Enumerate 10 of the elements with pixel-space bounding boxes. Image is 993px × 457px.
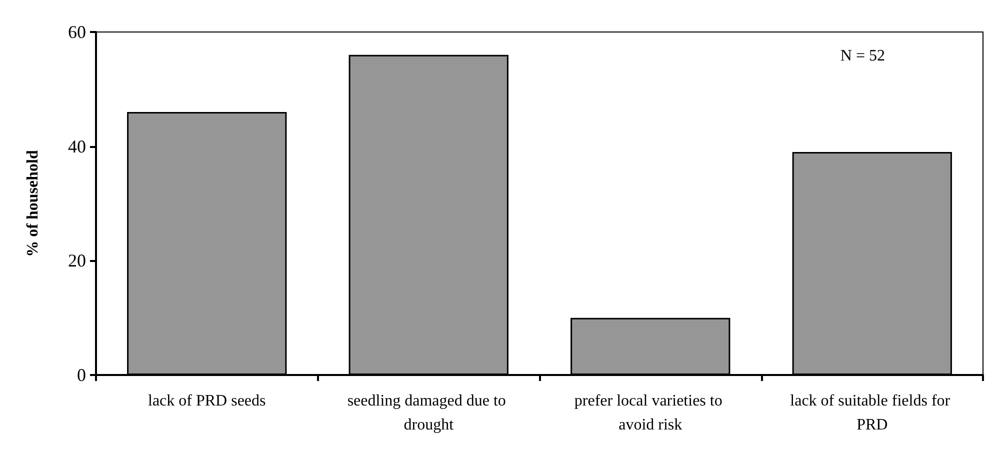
annotation: N = 52 <box>840 48 885 64</box>
x-tick-label: seedling damaged due to drought <box>347 392 510 434</box>
x-tick-label: prefer local varieties to avoid risk <box>574 392 726 434</box>
x-tick-label: lack of PRD seeds <box>148 392 266 410</box>
x-tick-label: lack of suitable fields for PRD <box>790 392 954 434</box>
y-tick-label: 40 <box>68 136 86 156</box>
y-tick-label: 20 <box>68 250 86 271</box>
y-tick-label: 0 <box>77 365 86 385</box>
y-axis-title: % of household <box>24 150 42 257</box>
y-tick-label: 60 <box>68 22 86 42</box>
